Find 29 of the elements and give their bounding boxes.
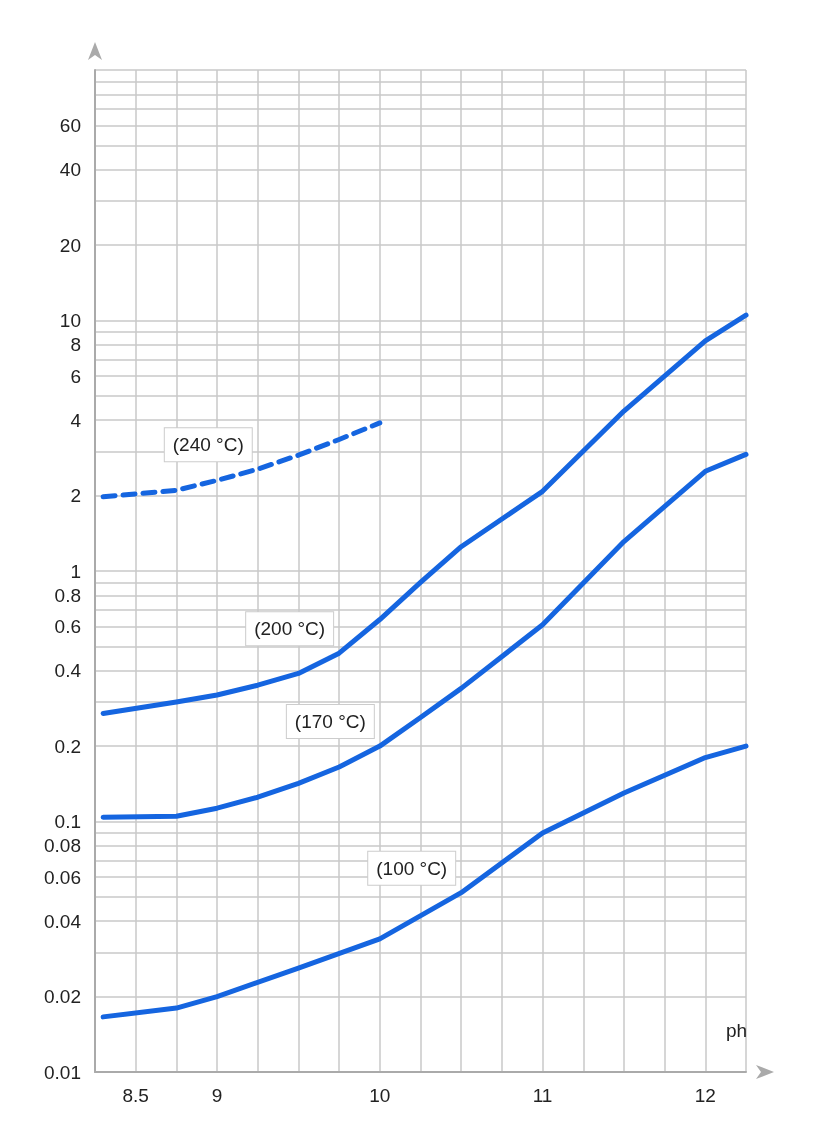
annotation: (240 °C) — [172, 434, 244, 456]
y-tick-label: 0.08 — [44, 835, 81, 857]
x-tick-label: 8.5 — [122, 1085, 149, 1106]
y-tick-label: 60 — [59, 115, 81, 137]
y-tick-label: 0.8 — [54, 584, 81, 606]
y-tick-label: 2 — [70, 485, 81, 507]
x-tick-label: 12 — [694, 1085, 716, 1106]
x-tick-label: 10 — [369, 1085, 391, 1106]
annotation: (170 °C) — [294, 711, 366, 733]
y-tick-label: 40 — [59, 159, 81, 181]
annotation: (200 °C) — [254, 618, 326, 640]
y-tick-label: 0.2 — [54, 735, 81, 757]
x-axis-title: ph — [726, 1020, 748, 1041]
x-tick-label: 9 — [211, 1085, 223, 1106]
y-tick-label: 0.04 — [44, 910, 82, 932]
y-tick-label: 0.4 — [54, 660, 82, 682]
y-tick-label: 8 — [70, 334, 81, 356]
y-tick-label: 0.1 — [54, 811, 81, 832]
y-tick-label: 6 — [70, 365, 81, 387]
y-tick-label: 20 — [59, 234, 81, 256]
y-tick-label: 0.6 — [54, 616, 81, 638]
y-tick-label: 0.06 — [44, 866, 81, 888]
annotation: (100 °C) — [376, 857, 448, 879]
y-tick-label: 4 — [70, 409, 82, 431]
y-tick-label: 0.01 — [44, 1061, 81, 1083]
y-tick-label: 0.02 — [44, 986, 81, 1008]
y-tick-label: 10 — [59, 310, 81, 331]
x-tick-label: 11 — [532, 1085, 553, 1106]
y-tick-label: 1 — [70, 560, 81, 582]
